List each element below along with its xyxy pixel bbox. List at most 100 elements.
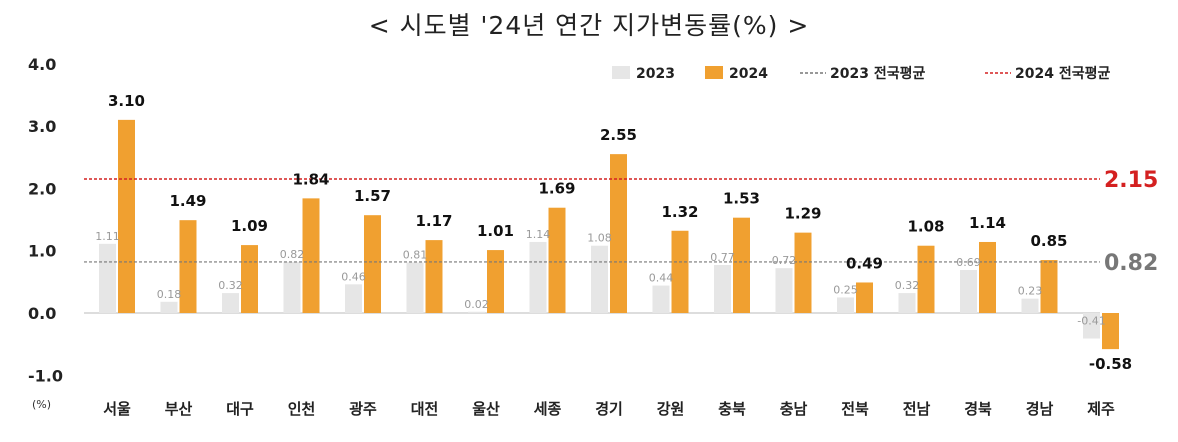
data-label-2024: 1.01: [477, 222, 514, 240]
bar-2023: [775, 268, 793, 313]
category-label: 부산: [165, 400, 193, 418]
bar-2023: [714, 265, 731, 313]
bar-2024: [856, 282, 873, 313]
legend-label-2023-avg: 2023 전국평균: [830, 65, 925, 82]
bar-2023: [529, 241, 547, 313]
data-label-2024: 0.49: [846, 254, 883, 272]
bar-2023: [591, 245, 608, 313]
data-label-2023: 0.32: [895, 279, 920, 292]
data-label-2023: 0.82: [280, 248, 305, 261]
bar-2024: [979, 241, 996, 313]
category-label: 인천: [288, 400, 316, 418]
category-label: 경남: [1026, 400, 1054, 418]
data-label-2024: 1.08: [907, 218, 944, 236]
data-label-2023: 0.32: [218, 279, 243, 292]
bar-2024: [179, 220, 197, 313]
bar-2023: [160, 301, 178, 313]
data-label-2023: 0.44: [649, 272, 674, 285]
data-label-2023: 0.77: [710, 251, 735, 264]
bar-2024: [364, 215, 381, 313]
category-label: 대구: [226, 400, 254, 418]
bar-2023: [283, 261, 301, 313]
category-label: 강원: [657, 400, 685, 418]
y-unit-label: (%): [32, 398, 51, 411]
category-label: 대전: [411, 400, 439, 418]
data-label-2023: 0.25: [833, 283, 858, 296]
category-label: 전북: [841, 400, 869, 418]
data-label-2024: 1.57: [354, 187, 391, 205]
category-label: 제주: [1087, 400, 1115, 418]
bar-2024: [1040, 260, 1058, 313]
category-label: 세종: [534, 400, 562, 418]
data-label-2024: 2.55: [600, 126, 637, 144]
data-label-2024: 3.10: [108, 92, 145, 110]
data-label-2023: 1.11: [95, 230, 120, 243]
data-label-2024: 1.32: [661, 203, 698, 221]
legend-label-2024: 2024: [729, 66, 768, 82]
bar-2023: [960, 270, 977, 313]
data-label-2024: 0.85: [1030, 232, 1067, 250]
bar-2024: [487, 250, 504, 313]
y-tick-label: 0.0: [28, 304, 56, 323]
bar-2024: [794, 232, 812, 313]
data-label-2024: 1.09: [231, 217, 268, 235]
y-tick-label: 2.0: [28, 179, 56, 198]
data-label-2023: -0.41: [1077, 315, 1105, 328]
data-label-2024: 1.53: [723, 190, 760, 208]
bar-2024: [1102, 313, 1119, 350]
avg-label-2024: 2.15: [1104, 168, 1158, 193]
y-tick-label: -1.0: [28, 366, 63, 385]
bar-2023: [1083, 313, 1100, 339]
y-tick-label: 1.0: [28, 242, 56, 261]
data-label-2023: 0.46: [341, 270, 366, 283]
bar-2023: [468, 311, 485, 313]
bar-2023: [406, 262, 424, 313]
chart-title: < 시도별 '24년 연간 지가변동률(%) >: [368, 11, 810, 40]
bar-2024: [671, 230, 689, 313]
bar-2023: [345, 284, 362, 313]
data-label-2023: 1.14: [526, 228, 551, 241]
bar-2023: [1021, 298, 1039, 313]
category-label: 충남: [780, 400, 808, 418]
data-label-2024: 1.29: [784, 205, 821, 223]
legend-label-2024-avg: 2024 전국평균: [1015, 65, 1110, 82]
category-label: 경기: [595, 400, 623, 418]
bar-2024: [302, 198, 320, 313]
bar-2024: [241, 245, 258, 313]
bar-2024: [425, 240, 443, 313]
data-label-2023: 0.02: [464, 298, 489, 311]
bar-2024: [917, 245, 935, 313]
bar-2024: [118, 119, 135, 314]
legend-swatch-2024: [705, 66, 723, 79]
bar-2023: [222, 293, 239, 313]
category-label: 전남: [903, 400, 931, 418]
bar-2023: [99, 243, 116, 313]
data-label-2024: 1.69: [538, 180, 575, 198]
category-label: 서울: [103, 400, 131, 418]
category-label: 경북: [964, 400, 992, 418]
data-label-2024: 1.14: [969, 214, 1006, 232]
data-label-2023: 0.69: [956, 256, 981, 269]
data-label-2024: 1.17: [415, 212, 452, 230]
data-label-2023: 1.08: [587, 232, 612, 245]
data-label-2024: 1.49: [169, 192, 206, 210]
data-label-2024: 1.84: [292, 170, 329, 188]
data-label-2023: 0.23: [1018, 285, 1043, 298]
data-label-2024: -0.58: [1089, 355, 1132, 373]
category-label: 충북: [718, 400, 746, 418]
y-tick-label: 3.0: [28, 117, 56, 136]
avg-label-2023: 0.82: [1104, 251, 1158, 276]
bar-2023: [898, 293, 916, 313]
bar-2024: [610, 154, 627, 313]
data-label-2023: 0.72: [772, 254, 797, 267]
category-label: 광주: [349, 400, 377, 418]
legend-label-2023: 2023: [636, 66, 675, 82]
data-label-2023: 0.18: [157, 288, 182, 301]
y-tick-label: 4.0: [28, 55, 56, 74]
legend-swatch-2023: [612, 66, 630, 79]
bar-2024: [733, 217, 750, 313]
category-label: 울산: [472, 400, 500, 418]
data-label-2023: 0.81: [403, 249, 428, 262]
bar-2023: [837, 297, 854, 313]
